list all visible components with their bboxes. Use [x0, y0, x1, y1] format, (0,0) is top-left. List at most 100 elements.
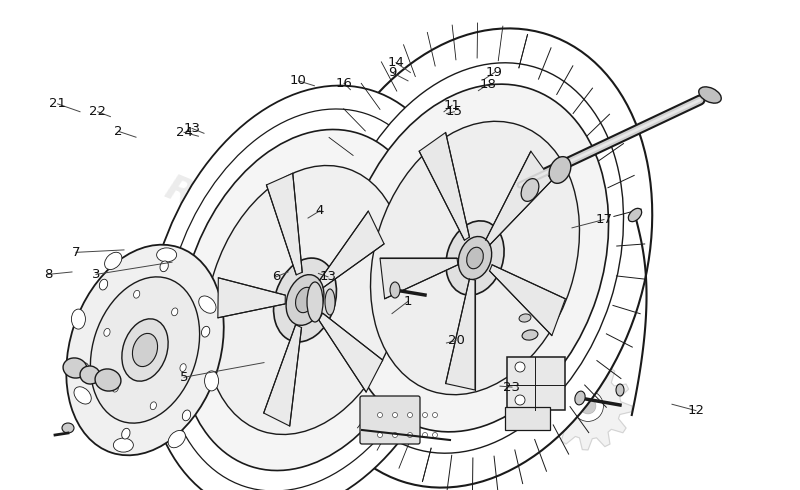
Ellipse shape: [133, 333, 158, 367]
Ellipse shape: [370, 122, 579, 394]
Text: 19: 19: [486, 66, 503, 79]
Ellipse shape: [80, 366, 100, 384]
Ellipse shape: [378, 413, 382, 417]
Text: 12: 12: [687, 404, 705, 417]
Ellipse shape: [342, 84, 609, 432]
Text: 11: 11: [443, 99, 461, 112]
Text: 22: 22: [89, 105, 106, 118]
Text: RECAMBIOSPOINT: RECAMBIOSPOINT: [160, 171, 512, 339]
Ellipse shape: [325, 289, 335, 315]
Ellipse shape: [150, 402, 157, 410]
Ellipse shape: [180, 364, 186, 371]
Circle shape: [573, 391, 603, 421]
Ellipse shape: [62, 423, 74, 433]
Text: 1: 1: [404, 295, 412, 308]
FancyBboxPatch shape: [360, 396, 420, 444]
Ellipse shape: [172, 308, 178, 316]
Ellipse shape: [616, 384, 624, 396]
Circle shape: [580, 398, 596, 414]
Ellipse shape: [112, 384, 118, 392]
Text: 6: 6: [272, 270, 280, 283]
Polygon shape: [380, 258, 458, 299]
Ellipse shape: [104, 328, 110, 336]
Text: 5: 5: [180, 371, 188, 384]
Text: 13: 13: [183, 122, 201, 135]
Text: 24: 24: [175, 126, 193, 139]
Ellipse shape: [202, 326, 210, 337]
Ellipse shape: [157, 248, 177, 262]
Ellipse shape: [168, 431, 186, 448]
Ellipse shape: [198, 296, 216, 313]
Ellipse shape: [378, 433, 382, 438]
Ellipse shape: [522, 330, 538, 340]
Ellipse shape: [575, 391, 585, 405]
Ellipse shape: [549, 157, 571, 183]
Ellipse shape: [160, 261, 168, 271]
Ellipse shape: [205, 371, 218, 391]
Ellipse shape: [298, 28, 652, 488]
Ellipse shape: [99, 279, 108, 290]
Polygon shape: [264, 325, 302, 426]
Ellipse shape: [63, 358, 87, 378]
Ellipse shape: [446, 221, 504, 295]
Text: 3: 3: [92, 268, 100, 281]
Text: 15: 15: [446, 105, 463, 118]
Ellipse shape: [178, 129, 431, 470]
Text: 13: 13: [319, 270, 337, 283]
Text: 7: 7: [72, 246, 80, 259]
Polygon shape: [266, 173, 302, 275]
Text: 10: 10: [290, 74, 307, 87]
Ellipse shape: [407, 433, 413, 438]
Ellipse shape: [95, 369, 121, 391]
Ellipse shape: [407, 413, 413, 417]
Ellipse shape: [205, 166, 405, 435]
Polygon shape: [319, 211, 384, 288]
Ellipse shape: [422, 433, 427, 438]
Text: 2: 2: [114, 125, 122, 138]
Ellipse shape: [74, 387, 91, 404]
Polygon shape: [218, 278, 286, 318]
Ellipse shape: [307, 282, 323, 322]
Polygon shape: [490, 265, 566, 336]
Polygon shape: [419, 132, 470, 240]
Ellipse shape: [66, 245, 224, 455]
Ellipse shape: [80, 363, 89, 374]
Ellipse shape: [433, 433, 438, 438]
Text: 21: 21: [49, 98, 66, 110]
Ellipse shape: [122, 428, 130, 439]
Text: 20: 20: [447, 334, 465, 347]
Polygon shape: [319, 313, 382, 392]
Ellipse shape: [515, 395, 525, 405]
Text: 18: 18: [479, 78, 497, 91]
Ellipse shape: [433, 413, 438, 417]
Text: 17: 17: [595, 213, 613, 226]
Ellipse shape: [393, 433, 398, 438]
Text: 9: 9: [388, 66, 396, 79]
Text: 8: 8: [44, 268, 52, 281]
Text: 23: 23: [503, 381, 521, 393]
Text: 16: 16: [335, 77, 353, 90]
Ellipse shape: [163, 109, 447, 490]
Ellipse shape: [134, 291, 140, 298]
Ellipse shape: [286, 275, 324, 325]
Polygon shape: [505, 407, 550, 430]
Ellipse shape: [71, 309, 86, 329]
Ellipse shape: [698, 87, 722, 103]
Ellipse shape: [182, 410, 190, 421]
Ellipse shape: [146, 86, 465, 490]
Ellipse shape: [274, 258, 337, 342]
Ellipse shape: [105, 252, 122, 270]
Ellipse shape: [122, 319, 168, 381]
Ellipse shape: [628, 208, 642, 221]
Ellipse shape: [458, 237, 492, 279]
Ellipse shape: [466, 247, 483, 269]
Ellipse shape: [519, 314, 531, 322]
Ellipse shape: [295, 287, 314, 313]
Ellipse shape: [114, 438, 134, 452]
Ellipse shape: [390, 282, 400, 298]
Ellipse shape: [393, 413, 398, 417]
Ellipse shape: [521, 179, 539, 201]
Text: 14: 14: [387, 56, 405, 69]
Polygon shape: [507, 357, 565, 410]
Ellipse shape: [515, 362, 525, 372]
